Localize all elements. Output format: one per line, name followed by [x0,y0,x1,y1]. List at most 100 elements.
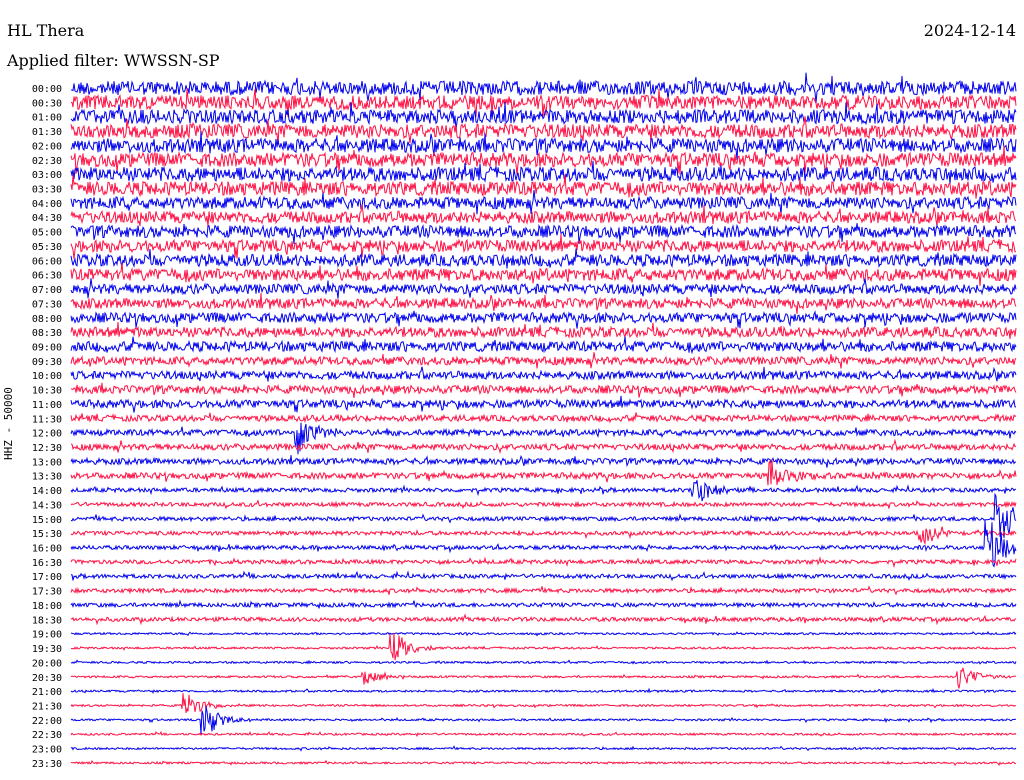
row-label-1700: 17:00 [32,572,62,583]
trace-2000 [70,659,1017,665]
trace-0030 [70,88,1017,118]
trace-1900 [70,630,1017,637]
row-label-0730: 07:30 [32,299,62,310]
row-label-0430: 04:30 [32,213,62,224]
row-label-1800: 18:00 [32,601,62,612]
row-label-1000: 10:00 [32,371,62,382]
row-label-1530: 15:30 [32,529,62,540]
trace-0300 [70,161,1017,184]
trace-0230 [70,145,1017,176]
row-label-1230: 12:30 [32,443,62,454]
row-label-0600: 06:00 [32,256,62,267]
trace-0630 [70,262,1017,287]
trace-1230 [70,438,1017,455]
trace-0330 [70,174,1017,199]
row-label-1900: 19:00 [32,630,62,641]
row-label-2230: 22:30 [32,730,62,741]
row-label-2100: 21:00 [32,687,62,698]
row-label-0930: 09:30 [32,357,62,368]
trace-1200 [70,422,1017,455]
trace-0730 [70,293,1017,314]
row-label-0700: 07:00 [32,285,62,296]
trace-1400 [70,480,1017,502]
trace-0500 [70,223,1017,245]
trace-1500 [70,492,1017,539]
row-label-0500: 05:00 [32,228,62,239]
row-label-2330: 23:30 [32,759,62,770]
row-label-1400: 14:00 [32,486,62,497]
trace-2330 [70,759,1017,767]
row-label-1630: 16:30 [32,558,62,569]
row-label-1130: 11:30 [32,414,62,425]
trace-1930 [70,632,1017,661]
trace-0200 [70,130,1017,161]
row-label-1830: 18:30 [32,615,62,626]
trace-1430 [70,499,1017,510]
trace-2300 [70,745,1017,752]
row-label-2300: 23:00 [32,745,62,756]
trace-0000 [70,72,1017,103]
trace-0430 [70,204,1017,227]
trace-1000 [70,366,1017,382]
trace-1730 [70,585,1017,596]
row-label-0130: 01:30 [32,127,62,138]
row-label-0400: 04:00 [32,199,62,210]
trace-0930 [70,352,1017,369]
trace-1030 [70,382,1017,398]
trace-1600 [70,520,1017,568]
row-label-0630: 06:30 [32,271,62,282]
row-label-1730: 17:30 [32,587,62,598]
row-label-0830: 08:30 [32,328,62,339]
row-label-0000: 00:00 [32,84,62,95]
trace-2100 [70,687,1017,694]
row-label-0800: 08:00 [32,314,62,325]
row-label-1930: 19:30 [32,644,62,655]
row-label-1030: 10:30 [32,386,62,397]
trace-0800 [70,310,1017,329]
trace-2030 [70,667,1017,689]
trace-0130 [70,116,1017,145]
trace-0400 [70,189,1017,215]
row-label-0530: 05:30 [32,242,62,253]
station-title: HL Thera [7,21,85,40]
row-label-1600: 16:00 [32,544,62,555]
row-label-2200: 22:00 [32,716,62,727]
row-label-1430: 14:30 [32,500,62,511]
row-label-1330: 13:30 [32,472,62,483]
trace-2130 [70,693,1017,714]
trace-0100 [70,101,1017,131]
row-label-2000: 20:00 [32,658,62,669]
trace-1830 [70,613,1017,626]
trace-1800 [70,599,1017,609]
row-label-2030: 20:30 [32,673,62,684]
trace-1630 [70,556,1017,569]
trace-1130 [70,412,1017,424]
trace-0600 [70,248,1017,269]
trace-1700 [71,570,1017,582]
trace-1330 [70,459,1017,486]
row-label-0300: 03:00 [32,170,62,181]
trace-0530 [70,233,1017,260]
filter-label: Applied filter: WWSSN-SP [7,51,220,70]
row-label-1200: 12:00 [32,429,62,440]
trace-1530 [70,526,1017,546]
trace-2200 [70,706,1016,735]
date-label: 2024-12-14 [923,21,1016,40]
row-label-0100: 01:00 [32,113,62,124]
row-label-1100: 11:00 [32,400,62,411]
row-label-0030: 00:30 [32,98,62,109]
trace-0900 [70,336,1017,355]
row-label-0200: 02:00 [32,141,62,152]
trace-0700 [70,278,1017,299]
trace-0830 [70,322,1017,340]
row-label-0330: 03:30 [32,185,62,196]
row-label-1500: 15:00 [32,515,62,526]
row-label-0900: 09:00 [32,342,62,353]
row-label-2130: 21:30 [32,701,62,712]
trace-2230 [70,730,1017,738]
trace-1300 [70,454,1017,468]
row-label-0230: 02:30 [32,156,62,167]
row-label-1300: 13:00 [32,457,62,468]
trace-1100 [70,395,1016,413]
